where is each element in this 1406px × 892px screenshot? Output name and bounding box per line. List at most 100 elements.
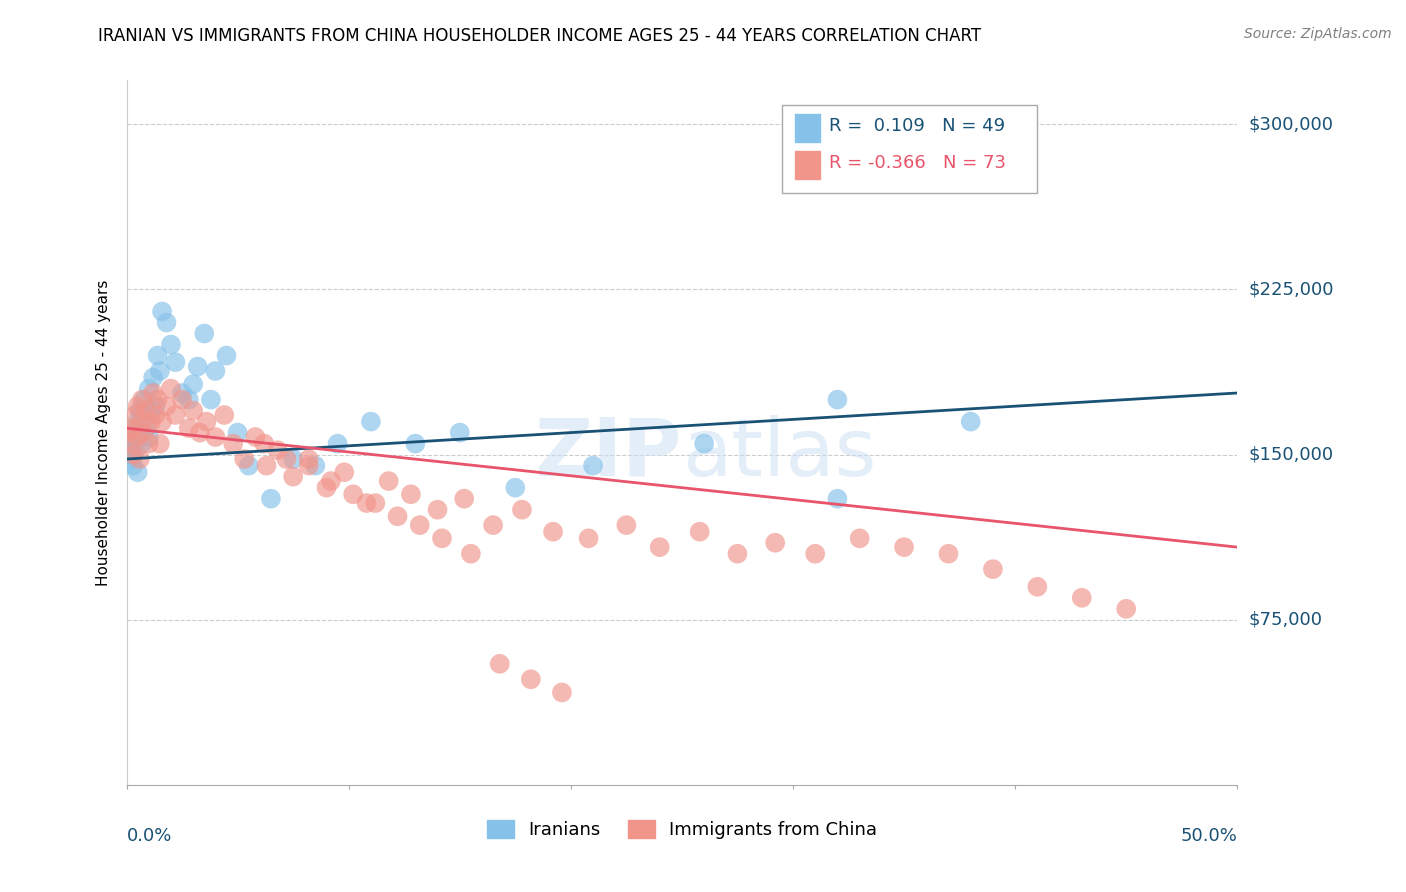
Point [215, 349, 238, 363]
Y-axis label: Householder Income Ages 25 - 44 years: Householder Income Ages 25 - 44 years [96, 279, 111, 586]
Point [304, 458, 326, 473]
Point [1026, 580, 1049, 594]
Point [281, 469, 304, 483]
Bar [796, 151, 820, 179]
Point [139, 403, 162, 417]
Point [122, 425, 145, 440]
Point [648, 540, 671, 554]
Point [135, 403, 157, 417]
Point [128, 403, 150, 417]
Point [333, 465, 356, 479]
Bar [796, 114, 820, 143]
Point [127, 430, 149, 444]
Point [319, 474, 342, 488]
Point [177, 421, 200, 435]
Point [430, 532, 453, 546]
Point [120, 452, 142, 467]
Point [122, 458, 145, 473]
Point [449, 425, 471, 440]
Point [122, 448, 145, 462]
Point [187, 359, 209, 374]
Point [155, 316, 177, 330]
Point [131, 436, 153, 450]
Point [727, 547, 749, 561]
Point [360, 415, 382, 429]
Text: $150,000: $150,000 [1249, 446, 1333, 464]
Text: $75,000: $75,000 [1249, 611, 1323, 629]
Point [551, 685, 574, 699]
Point [145, 399, 167, 413]
Point [326, 436, 349, 450]
Point [364, 496, 387, 510]
Point [356, 496, 378, 510]
Point [127, 399, 149, 413]
Point [177, 392, 200, 407]
Point [145, 408, 167, 422]
Point [1115, 601, 1137, 615]
Point [503, 481, 526, 495]
Point [150, 304, 173, 318]
Point [541, 524, 564, 539]
Point [172, 392, 194, 407]
Point [482, 518, 505, 533]
Point [127, 415, 149, 429]
Point [260, 491, 283, 506]
Point [510, 502, 533, 516]
Text: R =  0.109   N = 49: R = 0.109 N = 49 [828, 117, 1005, 135]
Point [150, 415, 173, 429]
Point [342, 487, 364, 501]
Point [938, 547, 960, 561]
Point [582, 458, 605, 473]
Point [520, 673, 543, 687]
Point [195, 415, 218, 429]
Point [131, 392, 153, 407]
Point [160, 337, 183, 351]
Point [222, 436, 245, 450]
Point [315, 481, 337, 495]
Point [149, 364, 172, 378]
Point [124, 430, 146, 444]
Text: 50.0%: 50.0% [1181, 827, 1237, 846]
Point [138, 430, 160, 444]
Point [142, 386, 165, 401]
Point [1070, 591, 1092, 605]
Point [193, 326, 215, 341]
Point [200, 392, 222, 407]
Point [155, 399, 177, 413]
Point [281, 452, 304, 467]
Point [204, 364, 226, 378]
Point [981, 562, 1004, 576]
Point [120, 436, 142, 450]
Text: IRANIAN VS IMMIGRANTS FROM CHINA HOUSEHOLDER INCOME AGES 25 - 44 YEARS CORRELATI: IRANIAN VS IMMIGRANTS FROM CHINA HOUSEHO… [98, 27, 981, 45]
Point [827, 392, 849, 407]
Point [128, 452, 150, 467]
Point [181, 377, 204, 392]
Point [233, 452, 256, 467]
Point [142, 370, 165, 384]
Point [276, 452, 298, 467]
Text: ZIP: ZIP [534, 415, 682, 492]
Point [131, 415, 153, 429]
Point [399, 487, 422, 501]
Point [959, 415, 981, 429]
Point [404, 436, 426, 450]
Point [134, 425, 156, 440]
Point [120, 436, 142, 450]
Point [226, 425, 249, 440]
Point [146, 349, 169, 363]
Point [256, 458, 278, 473]
Text: R = -0.366   N = 73: R = -0.366 N = 73 [828, 154, 1005, 172]
Point [377, 474, 399, 488]
Point [127, 465, 149, 479]
Point [138, 382, 160, 396]
Text: Source: ZipAtlas.com: Source: ZipAtlas.com [1244, 27, 1392, 41]
Point [453, 491, 475, 506]
Legend: Iranians, Immigrants from China: Iranians, Immigrants from China [479, 813, 884, 847]
Point [124, 443, 146, 458]
Point [253, 436, 276, 450]
Point [118, 425, 141, 440]
Text: $225,000: $225,000 [1249, 280, 1334, 299]
Point [160, 382, 183, 396]
Point [124, 408, 146, 422]
Point [893, 540, 915, 554]
